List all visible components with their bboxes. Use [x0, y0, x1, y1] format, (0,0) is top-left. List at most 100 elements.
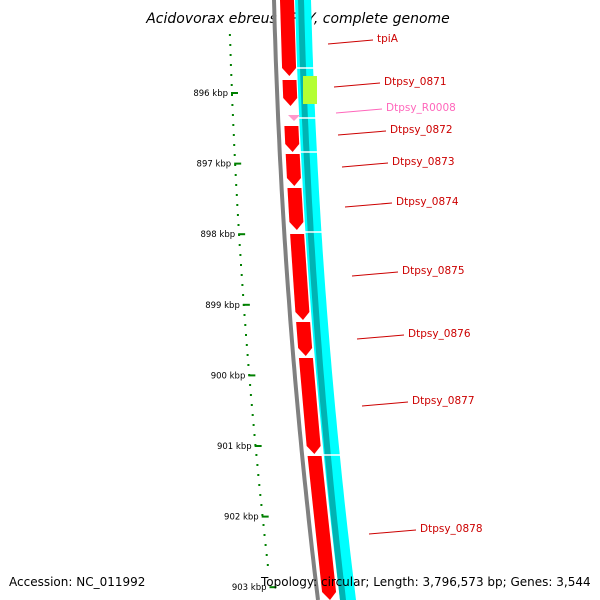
cds-arrow	[290, 234, 310, 320]
gene-label: Dtpsy_0874	[396, 196, 459, 208]
gene-leader-line	[361, 401, 409, 407]
scale-dot	[244, 324, 247, 326]
scale-tick-label: 896 kbp	[193, 89, 228, 99]
scale-dot	[264, 544, 267, 546]
scale-dot	[245, 344, 248, 346]
scale-dot	[242, 294, 245, 296]
scale-dot	[240, 264, 242, 266]
scale-dot	[246, 354, 249, 356]
scale-tick-label: 900 kbp	[211, 371, 246, 381]
scale-dot	[235, 184, 238, 186]
gene-label: Dtpsy_0877	[412, 395, 475, 407]
scale-dot	[238, 244, 241, 246]
accession-text: Accession: NC_011992	[9, 575, 145, 589]
scale-dot	[260, 504, 263, 506]
scale-dot	[249, 384, 252, 386]
gene-leader-line	[327, 39, 374, 45]
gene-label: Dtpsy_0875	[402, 265, 465, 277]
scale-dot	[239, 254, 242, 256]
scale-dot	[232, 134, 235, 136]
scale-dot	[236, 214, 239, 216]
trna-feature	[303, 76, 317, 104]
scale-tick-label: 902 kbp	[224, 513, 259, 523]
scale-dot	[236, 204, 239, 206]
scale-dot	[237, 224, 240, 226]
scale-dot	[250, 404, 253, 406]
cds-arrow	[280, 0, 297, 76]
gene-leader-line	[344, 202, 393, 208]
backbone-line	[272, 0, 320, 600]
gene-leader-line	[356, 334, 405, 340]
scale-ruler: 896 kbp 897 kbp 898 kbp 899 kbp 900 kbp 901 k…	[193, 89, 277, 593]
scale-dot	[234, 174, 237, 176]
scale-dot	[231, 114, 234, 116]
scale-dot	[230, 74, 233, 76]
gene-leader-line	[333, 82, 381, 88]
scale-dot	[243, 314, 246, 316]
rrna-feature	[288, 115, 300, 121]
cds-arrow	[287, 188, 304, 230]
gene-labels: tpiA Dtpsy_0871 Dtpsy_R0008 Dtpsy_0872 Dtpsy…	[327, 33, 483, 535]
scale-dot	[229, 44, 232, 46]
scale-dot	[232, 124, 235, 126]
scale-tick-label: 901 kbp	[217, 442, 252, 452]
scale-dot	[240, 274, 243, 276]
genome-backbone	[272, 0, 320, 600]
scale-dot	[253, 434, 256, 436]
gene-label: Dtpsy_0872	[390, 124, 453, 136]
gene-leader-line	[337, 130, 387, 136]
scale-dot	[234, 164, 237, 166]
scale-dot	[255, 454, 258, 456]
cds-arrow	[284, 126, 300, 152]
gene-label: Dtpsy_R0008	[386, 102, 456, 114]
scale-dot	[256, 464, 259, 466]
scale-dot	[231, 94, 233, 96]
scale-dot	[231, 104, 234, 106]
scale-dot	[230, 84, 233, 86]
cds-arrow	[282, 80, 298, 106]
gene-leader-line	[368, 529, 417, 535]
scale-dot	[228, 34, 231, 36]
scale-dot	[252, 424, 255, 426]
scale-dot	[265, 554, 268, 556]
scale-dot	[266, 564, 269, 566]
gene-label: Dtpsy_0878	[420, 523, 483, 535]
feature-track	[280, 0, 337, 600]
scale-dot	[262, 524, 265, 526]
gene-leader-line	[351, 271, 399, 277]
gene-label: Dtpsy_0871	[384, 76, 447, 88]
scale-tick-label: 899 kbp	[205, 301, 240, 311]
topology-text: Topology: circular; Length: 3,796,573 bp…	[260, 575, 591, 589]
scale-dot	[257, 474, 260, 476]
gene-leader-line	[335, 108, 383, 114]
scale-tick-label: 903 kbp	[232, 583, 267, 593]
cds-arrow	[307, 456, 337, 600]
cds-arrow	[298, 358, 321, 454]
scale-dot	[249, 394, 252, 396]
gc-band-inner	[298, 0, 346, 600]
cds-arrow	[296, 322, 313, 356]
scale-minor-dots	[228, 34, 269, 566]
gene-label: tpiA	[377, 33, 399, 45]
scale-tick-label: 898 kbp	[200, 230, 235, 240]
scale-dot	[263, 534, 266, 536]
gene-label: Dtpsy_0873	[392, 156, 455, 168]
scale-dot	[259, 494, 262, 496]
scale-dot	[261, 514, 264, 516]
scale-dot	[233, 154, 236, 156]
cds-arrow	[285, 154, 301, 186]
scale-dot	[233, 144, 236, 146]
scale-tick-label: 897 kbp	[197, 160, 232, 170]
gene-leader-line	[341, 162, 389, 168]
scale-dot	[251, 414, 254, 416]
scale-dot	[229, 64, 232, 66]
scale-dot	[235, 194, 238, 196]
scale-dot	[258, 484, 261, 486]
scale-dot	[241, 284, 244, 286]
gc-band	[295, 0, 356, 600]
scale-dot	[245, 334, 247, 336]
gene-label: Dtpsy_0876	[408, 328, 471, 340]
scale-dot	[247, 364, 250, 366]
scale-dot	[229, 54, 232, 56]
